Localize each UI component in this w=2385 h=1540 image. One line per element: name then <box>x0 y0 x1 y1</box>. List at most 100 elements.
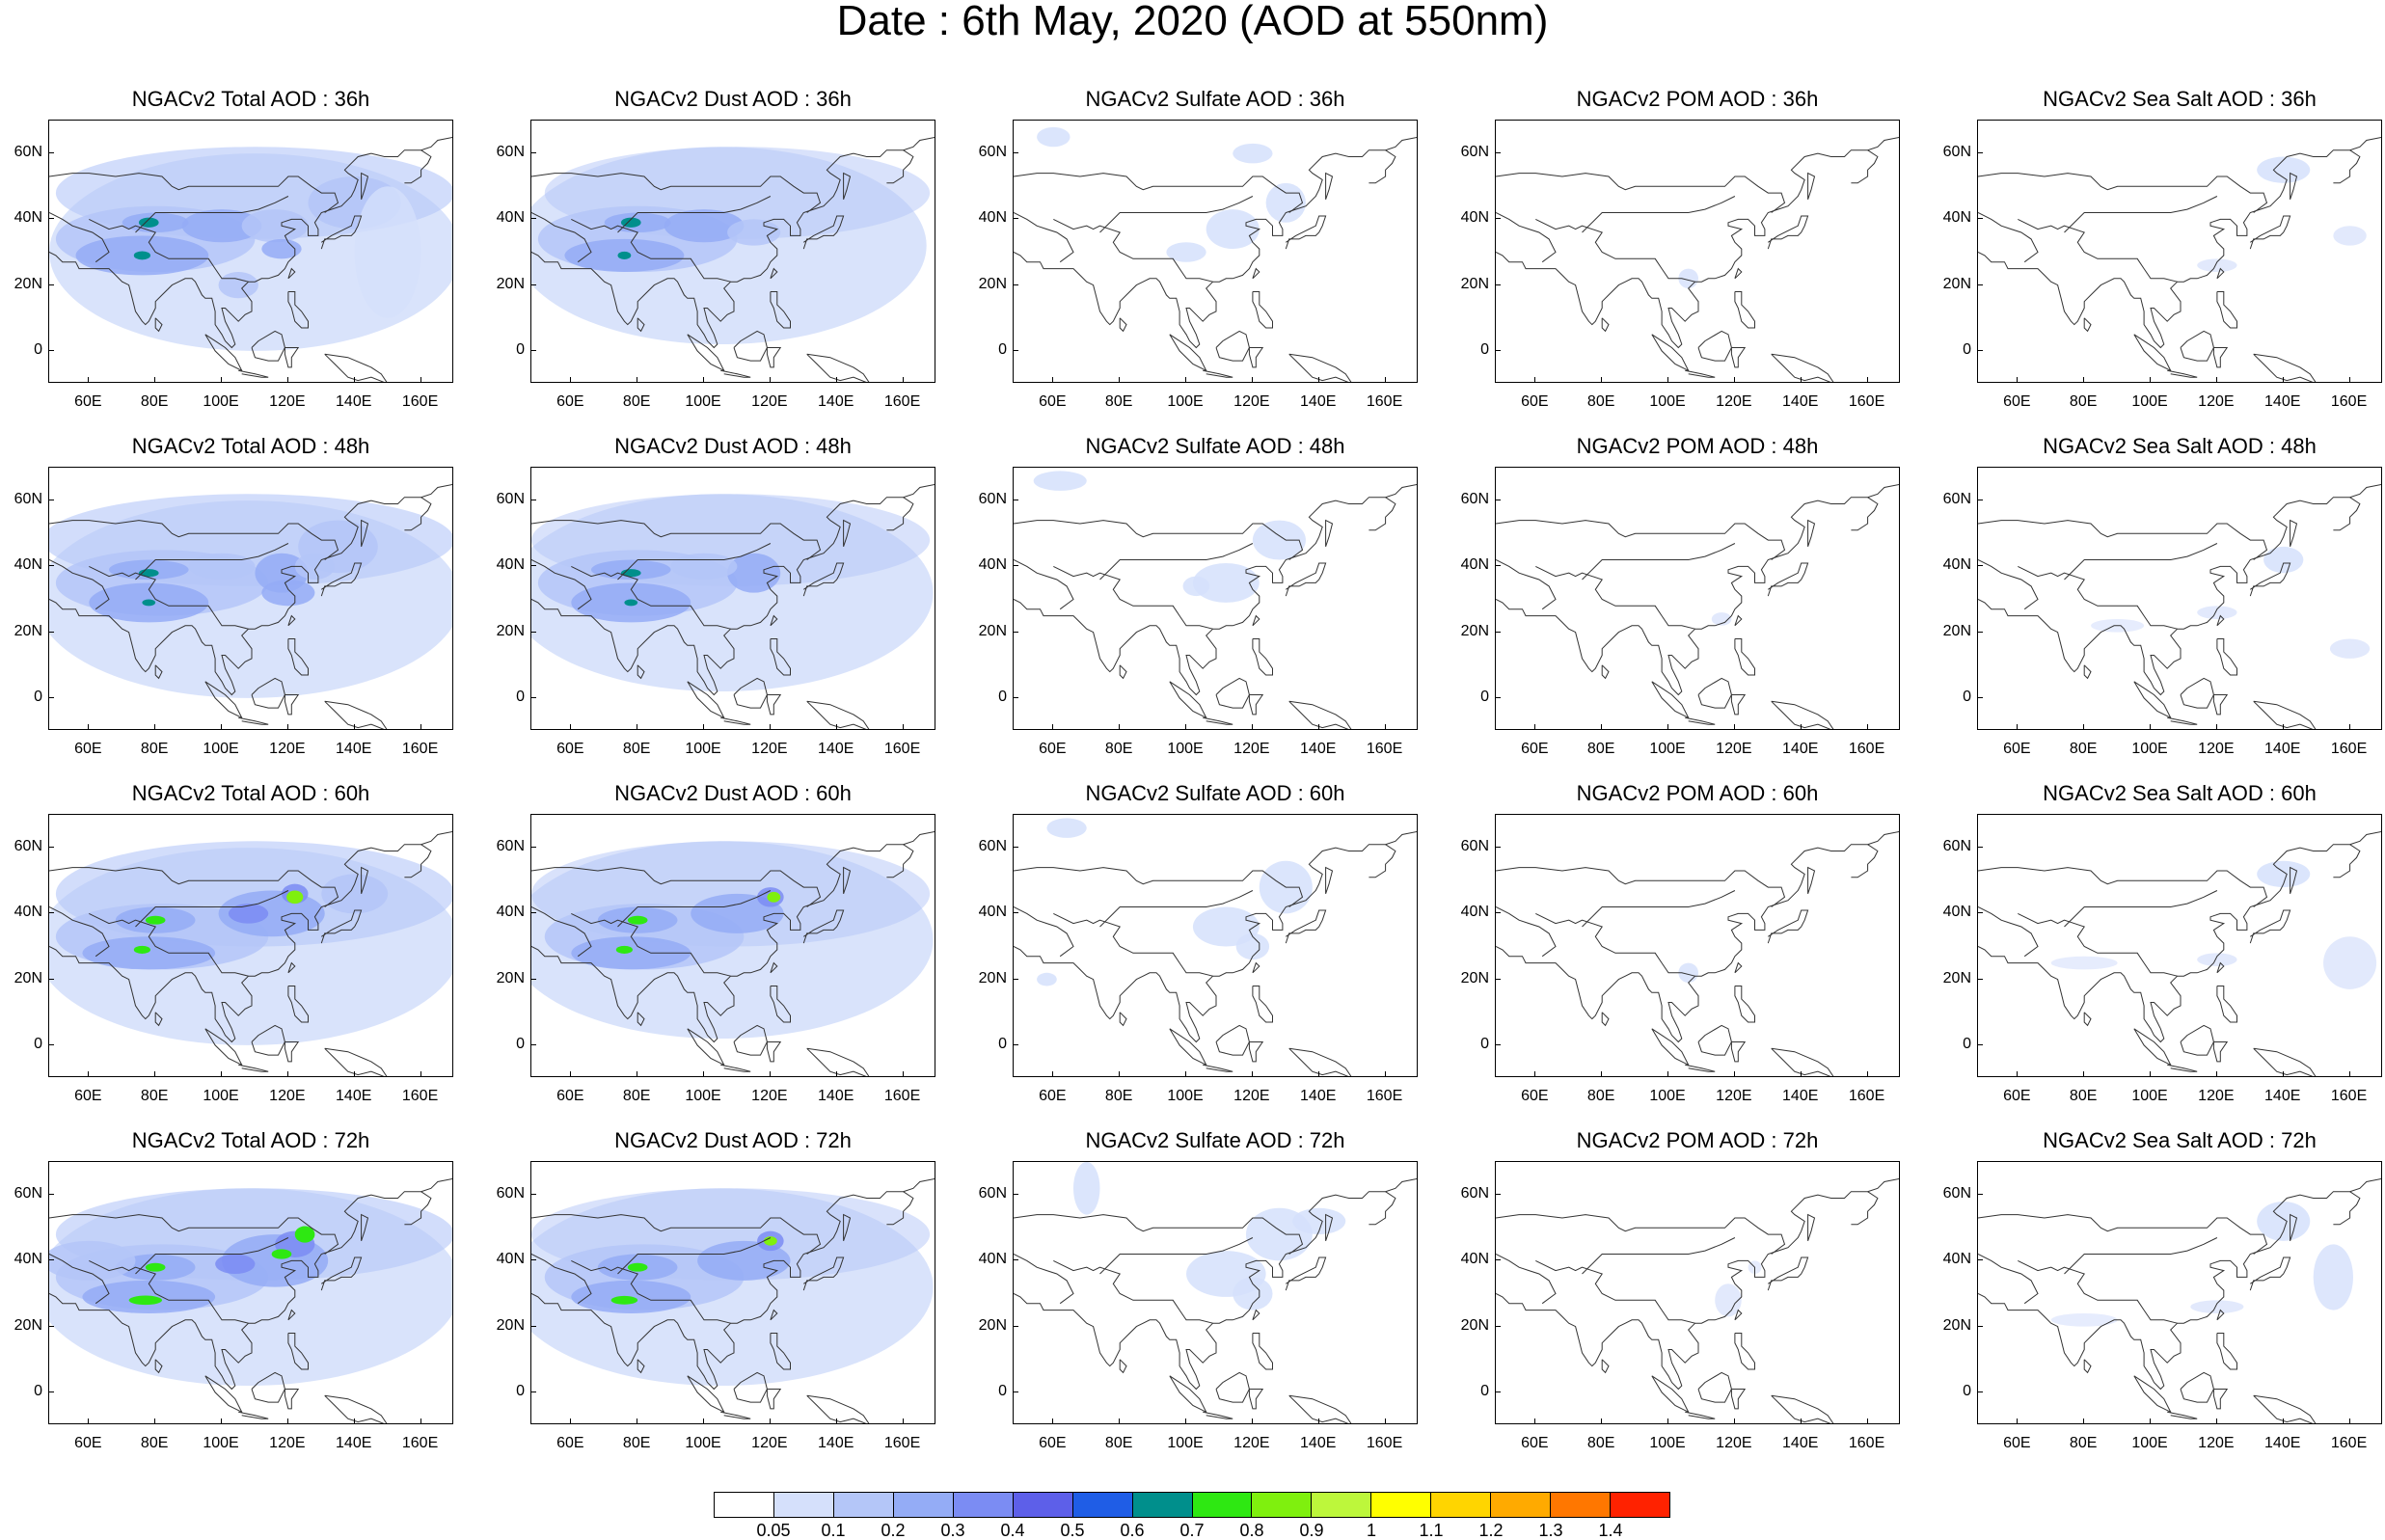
map-frame <box>1013 467 1418 730</box>
aod-map <box>49 483 452 729</box>
map-frame <box>530 467 935 730</box>
aod-field-patch <box>2197 606 2237 619</box>
lat-tick <box>48 1194 54 1196</box>
lat-tick-label: 0 <box>998 688 1007 705</box>
map-panel: NGACv2 Total AOD : 72h 60N 40N 20N 0 60E 80E 10… <box>14 1128 453 1459</box>
lon-tick <box>1667 1071 1669 1077</box>
lat-tick-label: 20N <box>978 275 1007 292</box>
lon-tick <box>902 724 904 730</box>
lon-tick-label: 80E <box>2069 1435 2098 1451</box>
coastline <box>766 1041 782 1063</box>
lon-tick <box>1119 724 1121 730</box>
colorbar-label: 0.1 <box>821 1521 846 1540</box>
coastline <box>404 149 432 184</box>
colorbar-label: 0.4 <box>1000 1521 1025 1540</box>
lat-tick <box>1495 1259 1501 1261</box>
aod-field-patch <box>2197 258 2237 272</box>
panel-title: NGACv2 Dust AOD : 60h <box>614 781 852 805</box>
coastline <box>1285 562 1327 597</box>
aod-field-patch <box>1033 471 1087 491</box>
coastline <box>89 912 249 977</box>
aod-map <box>1014 1162 1417 1423</box>
lat-tick-label: 20N <box>14 1316 42 1334</box>
lon-tick-label: 100E <box>1167 393 1204 410</box>
aod-field-patch <box>1292 1207 1346 1235</box>
lon-tick <box>2083 377 2085 383</box>
lat-tick-label: 0 <box>34 340 42 358</box>
lon-tick-label: 60E <box>1521 1435 1549 1451</box>
coastline <box>2216 1333 2237 1370</box>
lon-tick-label: 80E <box>622 1435 651 1451</box>
coastline <box>1248 1041 1264 1063</box>
coastline <box>1285 215 1327 250</box>
coastline <box>238 716 269 725</box>
coastline <box>1771 700 1834 729</box>
coastline <box>1252 291 1273 329</box>
lon-tick-label: 140E <box>2264 1088 2301 1104</box>
lat-tick-label: 60N <box>1942 491 1971 508</box>
lat-tick-label: 60N <box>1460 1185 1489 1202</box>
lon-tick <box>2348 1418 2350 1424</box>
coastline <box>1535 218 1695 283</box>
coastline <box>135 196 289 233</box>
coastline <box>324 700 388 729</box>
lat-tick-label: 0 <box>516 688 525 705</box>
lon-tick-label: 140E <box>1782 741 1819 757</box>
aod-map <box>531 830 935 1076</box>
lon-tick <box>1317 1418 1319 1424</box>
lon-tick-label: 100E <box>2131 1088 2168 1104</box>
coastline <box>361 519 369 548</box>
coastline <box>2083 664 2092 680</box>
lat-tick <box>1495 978 1501 980</box>
lat-tick-label: 40N <box>1460 1251 1489 1268</box>
map-panel: NGACv2 Dust AOD : 36h 60N 40N 20N 0 60E 80E 100… <box>497 87 935 418</box>
lat-tick-label: 0 <box>1963 340 1971 358</box>
coastline <box>2216 267 2225 280</box>
aod-field-patch <box>1192 562 1260 603</box>
coastline <box>802 909 845 944</box>
aod-field-patch <box>133 945 150 955</box>
lon-tick-label: 60E <box>1039 1088 1067 1104</box>
lon-tick <box>570 1071 572 1077</box>
map-panel: NGACv2 Total AOD : 60h 60N 40N 20N 0 60E 80E 10… <box>14 781 453 1112</box>
coastline <box>135 1237 289 1275</box>
coastline <box>2212 347 2229 368</box>
lon-tick <box>1733 724 1735 730</box>
lat-tick-label: 60N <box>496 491 525 508</box>
coastline <box>1053 912 1213 977</box>
coastline <box>1014 906 1074 958</box>
lon-tick-label: 120E <box>1716 741 1752 757</box>
coastline <box>2133 1028 2172 1067</box>
aod-field-patch <box>1206 209 1260 250</box>
lon-tick <box>1384 1071 1386 1077</box>
coastline <box>617 1237 772 1275</box>
coastline <box>1771 353 1834 382</box>
lon-tick <box>353 377 355 383</box>
lon-tick-label: 160E <box>1366 741 1403 757</box>
coastline <box>2212 1389 2229 1410</box>
aod-field-patch <box>697 1240 791 1281</box>
coastline <box>404 1191 432 1226</box>
lon-tick-label: 160E <box>2330 1088 2368 1104</box>
lon-tick-label: 120E <box>1233 1088 1270 1104</box>
lat-tick-label: 40N <box>1460 209 1489 227</box>
lon-tick <box>1534 1418 1536 1424</box>
map-panel: NGACv2 Sea Salt AOD : 48h 60N 40N 20N 0 60E 80… <box>1943 434 2382 765</box>
lon-tick <box>2083 724 2085 730</box>
coastline <box>2290 866 2298 895</box>
lon-tick <box>835 724 837 730</box>
coastline <box>1288 353 1352 382</box>
coastline <box>1119 1359 1127 1374</box>
lat-tick-label: 0 <box>34 1382 42 1399</box>
aod-map <box>531 1177 935 1423</box>
lon-tick-label: 160E <box>883 393 921 410</box>
coastline <box>324 1394 388 1423</box>
coastline <box>1978 212 2039 263</box>
lat-tick <box>1013 1259 1018 1261</box>
lon-tick-label: 140E <box>2264 741 2301 757</box>
coastline <box>531 867 822 907</box>
coastline <box>2333 1191 2361 1226</box>
lat-tick-label: 60N <box>978 838 1007 855</box>
aod-field-patch <box>2190 1300 2244 1313</box>
lon-tick <box>221 724 223 730</box>
